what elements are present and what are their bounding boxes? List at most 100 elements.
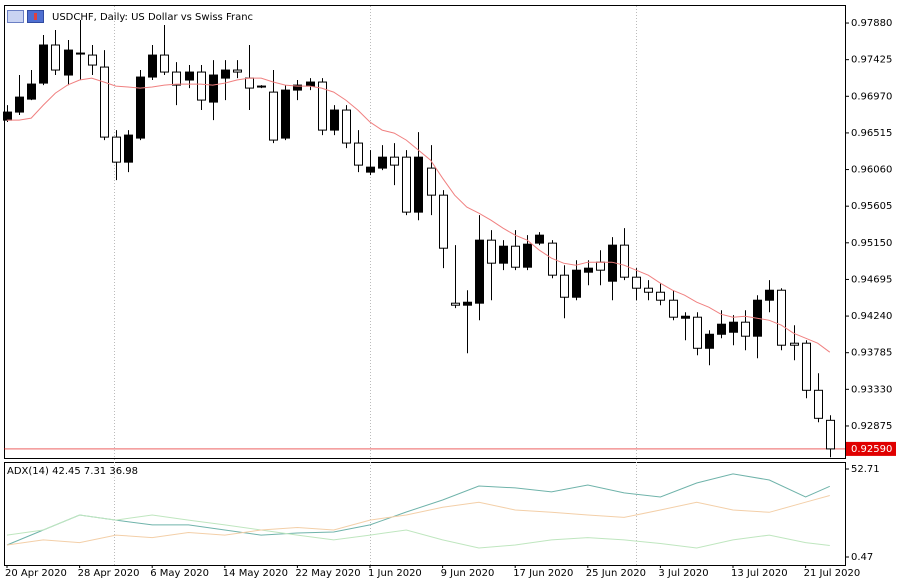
y-tick-label: 0.94695 xyxy=(851,274,892,285)
candle-body xyxy=(88,54,97,66)
y-tick-label: 0.92875 xyxy=(851,421,892,432)
x-tick-label: 25 Jun 2020 xyxy=(586,568,646,579)
candle-body xyxy=(3,111,12,121)
y-tick-label: 0.47 xyxy=(851,552,873,563)
icon[interactable] xyxy=(7,10,24,23)
candle-body xyxy=(487,239,496,264)
candle-body xyxy=(269,91,278,141)
candle-body xyxy=(64,49,73,76)
last-price-badge xyxy=(846,441,896,456)
candle-body xyxy=(584,267,593,273)
candle-body xyxy=(790,342,799,346)
candle-body xyxy=(414,156,423,213)
candle-body xyxy=(669,299,678,318)
candle-body xyxy=(185,71,194,81)
candle-body xyxy=(245,77,254,89)
x-tick-label: 13 Jul 2020 xyxy=(731,568,788,579)
candle-body xyxy=(221,69,230,79)
candle-body xyxy=(681,315,690,319)
candle-body xyxy=(705,333,714,349)
candle-body xyxy=(390,156,399,166)
main-panel-frame xyxy=(4,5,846,459)
x-tick-label: 6 May 2020 xyxy=(150,568,209,579)
candle-body xyxy=(281,89,290,139)
y-tick-label: 0.97880 xyxy=(851,18,892,29)
candle-body xyxy=(777,289,786,346)
indicator-plot xyxy=(6,473,831,549)
y-tick-label: 0.95605 xyxy=(851,201,892,212)
candle-body xyxy=(572,269,581,298)
candle-body xyxy=(632,276,641,289)
candle-body xyxy=(644,287,653,293)
y-tick-label: 0.96970 xyxy=(851,91,892,102)
candle-body xyxy=(100,66,109,138)
candle-body xyxy=(27,83,36,100)
icon-detail xyxy=(34,13,37,20)
candle-body xyxy=(802,342,811,391)
candle-body xyxy=(306,81,315,87)
x-tick-label: 22 May 2020 xyxy=(295,568,360,579)
y-tick-label: 0.93785 xyxy=(851,348,892,359)
candle-body xyxy=(378,156,387,169)
candle-body xyxy=(620,244,629,278)
candle-body xyxy=(765,289,774,301)
y-tick-label: 52.71 xyxy=(851,464,880,475)
candle-body xyxy=(293,84,302,91)
y-tick-label: 0.95150 xyxy=(851,238,892,249)
y-tick-label: 0.96515 xyxy=(851,128,892,139)
candle-body xyxy=(39,44,48,84)
candle-body xyxy=(318,81,327,131)
candle-body xyxy=(257,85,266,88)
candle-body xyxy=(560,274,569,298)
indicator-line xyxy=(6,514,830,549)
indicator-line xyxy=(6,473,831,546)
chart-title: USDCHF, Daily: US Dollar vs Swiss Franc xyxy=(52,12,253,23)
candle-body xyxy=(112,136,121,163)
candle-body xyxy=(136,76,145,139)
candle-body xyxy=(439,194,448,249)
candle-body xyxy=(366,166,375,173)
candle-body xyxy=(209,74,218,103)
x-tick-label: 17 Jun 2020 xyxy=(513,568,573,579)
indicator-panel-frame xyxy=(4,462,846,566)
y-tick-label: 0.93330 xyxy=(851,384,892,395)
candle-body xyxy=(523,243,532,268)
candle-body xyxy=(51,44,60,71)
x-tick-label: 9 Jun 2020 xyxy=(441,568,495,579)
candle-body xyxy=(342,109,351,144)
candle-body xyxy=(124,134,133,163)
candle-body xyxy=(475,239,484,304)
x-tick-label: 14 May 2020 xyxy=(223,568,288,579)
candle-body xyxy=(717,323,726,335)
y-tick-label: 0.94240 xyxy=(851,311,892,322)
toolbar-icons[interactable] xyxy=(7,10,44,23)
x-tick-label: 20 Apr 2020 xyxy=(5,568,67,579)
candle-body xyxy=(499,245,508,264)
y-tick-label: 0.96060 xyxy=(851,165,892,176)
candle-body xyxy=(741,321,750,337)
candle-body xyxy=(451,302,460,306)
candle-body xyxy=(197,71,206,101)
candle-body xyxy=(511,245,520,268)
candle-body xyxy=(729,321,738,333)
candle-body xyxy=(814,389,823,419)
candle-body xyxy=(148,54,157,78)
candle-body xyxy=(233,69,242,73)
moving-average-line xyxy=(7,77,831,353)
x-tick-label: 28 Apr 2020 xyxy=(78,568,140,579)
candle-body xyxy=(354,142,363,166)
candle-body xyxy=(15,96,24,113)
candle-body xyxy=(427,167,436,196)
candle-body xyxy=(76,52,85,55)
candle-body xyxy=(596,261,605,271)
main-plot xyxy=(3,20,845,458)
candle-body xyxy=(402,156,411,213)
candle-body xyxy=(463,301,472,306)
candle-body xyxy=(160,54,169,73)
y-tick-label: 0.97425 xyxy=(851,55,892,66)
candle-body xyxy=(535,234,544,244)
candle-body xyxy=(826,419,835,450)
candle-body xyxy=(656,291,665,301)
indicator-title: ADX(14) 42.45 7.31 36.98 xyxy=(7,466,138,477)
